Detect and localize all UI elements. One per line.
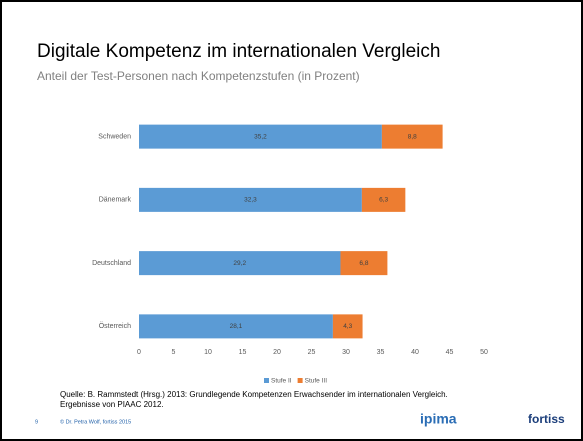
x-tick-label: 25 xyxy=(308,349,316,356)
chart-subtitle: Anteil der Test-Personen nach Kompetenzs… xyxy=(37,69,360,83)
bar-segment xyxy=(139,251,341,276)
data-label: 6,8 xyxy=(359,260,368,267)
bar-segment xyxy=(381,124,443,149)
x-tick-label: 10 xyxy=(204,349,212,356)
x-tick-label: 35 xyxy=(377,349,385,356)
y-tick-label: Österreich xyxy=(99,322,131,330)
copyright: © Dr. Petra Wolf, fortiss 2015 xyxy=(60,418,131,425)
bar-segment xyxy=(139,124,382,149)
source-line: Quelle: B. Rammstedt (Hrsg.) 2013: Grund… xyxy=(60,390,448,399)
data-label: 8,8 xyxy=(408,133,417,140)
source-line: Ergebnisse von PIAAC 2012. xyxy=(60,400,164,409)
logo-ipima: ipima xyxy=(420,411,457,427)
data-label: 35,2 xyxy=(254,133,267,140)
x-tick-label: 15 xyxy=(239,349,247,356)
logo-fortiss: fortiss xyxy=(528,412,565,426)
x-tick-label: 40 xyxy=(411,349,419,356)
data-label: 4,3 xyxy=(343,323,352,330)
x-tick-label: 50 xyxy=(480,349,488,356)
bar-segment xyxy=(139,314,333,339)
y-tick-label: Deutschland xyxy=(92,260,131,267)
x-tick-label: 45 xyxy=(446,349,454,356)
x-tick-label: 20 xyxy=(273,349,281,356)
bar-segment xyxy=(139,187,362,212)
x-tick-label: 5 xyxy=(172,349,176,356)
x-tick-label: 30 xyxy=(342,349,350,356)
bar-segment xyxy=(340,251,388,276)
y-tick-label: Dänemark xyxy=(99,197,132,204)
legend-swatch xyxy=(264,378,269,383)
x-tick-label: 0 xyxy=(137,349,141,356)
bar-segment xyxy=(332,314,363,339)
data-label: 32,3 xyxy=(244,197,257,204)
page-number: 9 xyxy=(35,419,38,425)
bar-segment xyxy=(361,187,406,212)
chart-title: Digitale Kompetenz im internationalen Ve… xyxy=(37,41,440,62)
legend-swatch xyxy=(297,378,303,383)
data-label: 29,2 xyxy=(233,260,246,267)
y-tick-label: Schweden xyxy=(98,133,131,140)
legend-label: Stufe II xyxy=(271,378,292,385)
legend-label: Stufe III xyxy=(305,378,328,385)
data-label: 6,3 xyxy=(379,197,388,204)
data-label: 28,1 xyxy=(230,323,243,330)
